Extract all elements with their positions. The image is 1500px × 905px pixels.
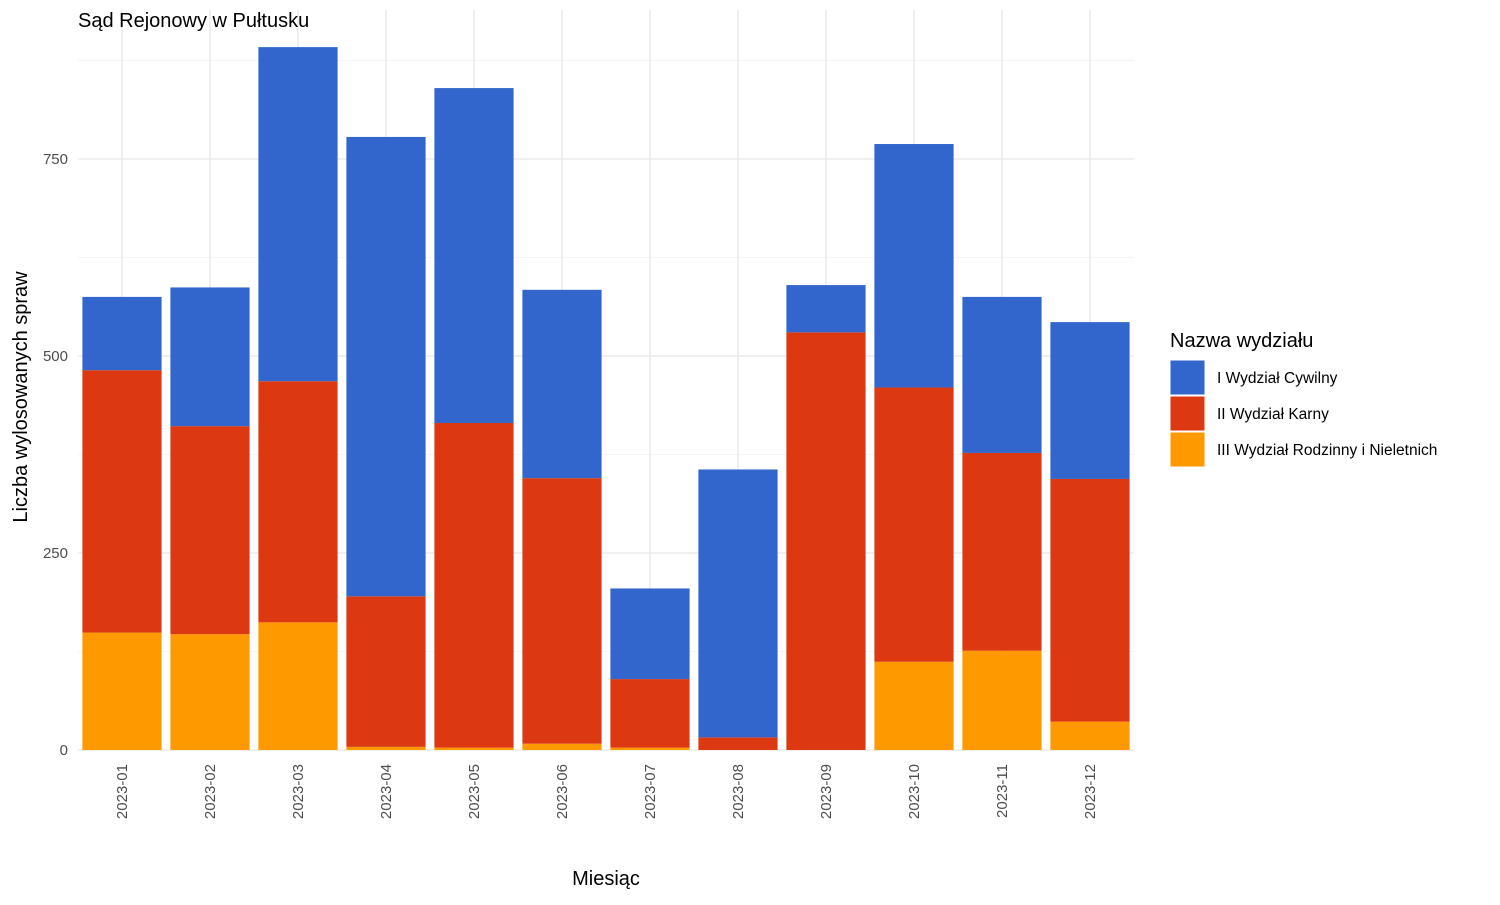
x-tick-label: 2023-02	[202, 764, 219, 819]
bar-2023-11-i	[962, 296, 1042, 453]
bar-2023-06-iii	[522, 743, 602, 750]
legend: Nazwa wydziału I Wydział Cywilny II Wydzi…	[1169, 330, 1437, 468]
y-tick-label: 750	[43, 151, 68, 168]
bar-2023-01-i	[82, 296, 162, 371]
bar-2023-05-i	[434, 88, 514, 423]
bar-2023-07-ii	[610, 679, 690, 748]
legend-items: I Wydział Cywilny II Wydział Karny III Wyd…	[1169, 359, 1437, 468]
axis-layer: 0 250 500 750 2023-01 2023-02 2023-03 2023-04 20…	[43, 151, 1099, 819]
x-tick-label: 2023-01	[114, 764, 131, 819]
bar-2023-02-ii	[170, 426, 250, 635]
x-axis-title: Miesiąc	[572, 868, 640, 890]
legend-swatch	[1169, 359, 1206, 396]
y-axis-title: Liczba wylosowanych spraw	[10, 271, 32, 523]
bar-2023-05-iii	[434, 747, 514, 750]
bar-2023-12-iii	[1050, 721, 1130, 750]
bar-2023-06-ii	[522, 478, 602, 744]
x-tick-label: 2023-11	[994, 764, 1011, 818]
y-tick-label: 250	[43, 545, 68, 562]
legend-label: II Wydział Karny	[1217, 406, 1329, 423]
bar-2023-01-iii	[82, 632, 162, 750]
x-tick-label: 2023-05	[466, 764, 483, 819]
x-tick-label: 2023-06	[554, 764, 571, 819]
bar-2023-05-ii	[434, 422, 514, 748]
x-tick-label: 2023-07	[642, 764, 659, 819]
bar-2023-10-i	[874, 144, 954, 388]
x-tick-label: 2023-08	[730, 764, 747, 819]
bar-2023-08-ii	[698, 737, 778, 750]
y-tick-label: 0	[60, 742, 68, 759]
bar-2023-01-ii	[82, 370, 162, 633]
legend-label: III Wydział Rodzinny i Nieletnich	[1217, 442, 1437, 459]
x-tick-label: 2023-09	[818, 764, 835, 819]
bar-2023-04-ii	[346, 596, 426, 747]
legend-label: I Wydział Cywilny	[1217, 370, 1338, 387]
legend-swatch	[1169, 431, 1206, 468]
bar-2023-02-iii	[170, 634, 250, 750]
bar-2023-08-i	[698, 469, 778, 738]
bar-2023-07-i	[610, 588, 690, 680]
bar-2023-12-i	[1050, 322, 1130, 479]
bar-2023-11-iii	[962, 650, 1042, 750]
bar-2023-04-i	[346, 136, 426, 597]
chart-title: Sąd Rejonowy w Pułtusku	[78, 10, 309, 32]
x-tick-label: 2023-10	[906, 764, 923, 819]
bar-2023-02-i	[170, 287, 250, 427]
bar-2023-10-iii	[874, 661, 954, 750]
x-tick-label: 2023-12	[1082, 764, 1099, 819]
y-tick-label: 500	[43, 348, 68, 365]
bar-2023-03-ii	[258, 381, 338, 623]
legend-swatch	[1169, 395, 1206, 432]
bar-2023-07-iii	[610, 747, 690, 750]
bar-2023-03-iii	[258, 622, 338, 750]
bar-2023-12-ii	[1050, 478, 1130, 722]
bar-2023-11-ii	[962, 452, 1042, 651]
bar-2023-09-i	[786, 285, 866, 333]
bar-2023-03-i	[258, 47, 338, 382]
x-tick-label: 2023-03	[290, 764, 307, 819]
bar-2023-06-i	[522, 289, 602, 479]
bar-2023-10-ii	[874, 387, 954, 662]
legend-title: Nazwa wydziału	[1170, 330, 1313, 352]
x-tick-label: 2023-04	[378, 764, 395, 819]
bar-2023-04-iii	[346, 746, 426, 750]
bar-2023-09-ii	[786, 332, 866, 750]
bar-layer	[82, 47, 1130, 750]
